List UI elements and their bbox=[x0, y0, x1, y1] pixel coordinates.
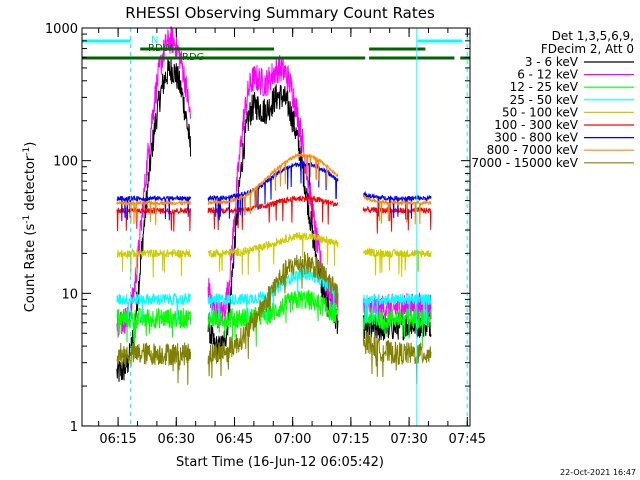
legend-label: 6 - 12 keV bbox=[517, 68, 579, 82]
series-line-0-segment-1 bbox=[207, 84, 339, 363]
legend-header-line2: FDecim 2, Att 0 bbox=[541, 42, 634, 56]
chart-title: RHESSI Observing Summary Count Rates bbox=[125, 4, 435, 22]
axes: 1 10 100 1000 06:15 06:30 06:45 07:00 07:15 07:30… bbox=[45, 22, 486, 447]
x-tick-label: 06:45 bbox=[216, 432, 253, 447]
series-line-3-segment-0 bbox=[116, 292, 192, 323]
generation-timestamp: 22-Oct-2021 16:47 bbox=[560, 468, 636, 477]
series-line-6-segment-2 bbox=[362, 190, 432, 221]
y-axis-label: Count Rate (s-1 detector-1) bbox=[22, 142, 38, 313]
x-tick-label: 06:30 bbox=[158, 432, 195, 447]
series-line-1-segment-1 bbox=[207, 54, 339, 329]
y-tick-label: 10 bbox=[61, 287, 78, 302]
series-line-3-segment-2 bbox=[362, 293, 432, 326]
legend-label: 3 - 6 keV bbox=[525, 55, 579, 69]
series-line-4-segment-2 bbox=[362, 246, 432, 278]
series-line-7-segment-1 bbox=[207, 152, 339, 216]
series-line-5-segment-0 bbox=[116, 206, 192, 232]
legend-label: 300 - 800 keV bbox=[494, 131, 578, 145]
night-label: N bbox=[151, 35, 158, 46]
x-tick-label: 07:45 bbox=[449, 432, 486, 447]
legend-label: 12 - 25 keV bbox=[510, 80, 579, 94]
legend-header-line1: Det 1,3,5,6,9, bbox=[552, 29, 634, 43]
rdw-label: RDW bbox=[148, 43, 173, 54]
series-line-8-segment-0 bbox=[116, 342, 192, 385]
y-tick-label: 1000 bbox=[45, 22, 78, 37]
x-tick-label: 06:15 bbox=[99, 432, 136, 447]
legend-label: 50 - 100 keV bbox=[502, 105, 579, 119]
series-line-1-segment-2 bbox=[362, 292, 432, 324]
legend-label: 25 - 50 keV bbox=[510, 93, 579, 107]
series-line-2-segment-0 bbox=[116, 307, 192, 347]
series-line-6-segment-0 bbox=[116, 194, 192, 222]
rdg-label: RDG bbox=[182, 52, 204, 63]
series-curves bbox=[116, 25, 432, 385]
x-tick-label: 07:30 bbox=[390, 432, 427, 447]
series-line-8-segment-2 bbox=[362, 328, 432, 385]
series-line-7-segment-2 bbox=[362, 194, 432, 225]
y-tick-label: 100 bbox=[53, 155, 78, 170]
series-line-7-segment-0 bbox=[116, 199, 192, 225]
plot-frame bbox=[81, 27, 471, 427]
series-line-2-segment-2 bbox=[362, 307, 432, 348]
series-line-2-segment-1 bbox=[207, 290, 339, 348]
series-line-8-segment-1 bbox=[207, 251, 339, 379]
legend-label: 7000 - 15000 keV bbox=[471, 156, 578, 170]
flag-bars bbox=[82, 28, 470, 426]
series-line-5-segment-2 bbox=[362, 205, 432, 234]
series-line-4-segment-1 bbox=[207, 231, 339, 276]
x-axis-label: Start Time (16-Jun-12 06:05:42) bbox=[176, 455, 384, 470]
x-tick-label: 07:00 bbox=[274, 432, 311, 447]
y-tick-label: 1 bbox=[70, 420, 78, 435]
legend-label: 800 - 7000 keV bbox=[487, 143, 579, 157]
series-line-0-segment-0 bbox=[116, 58, 192, 382]
legend-label: 100 - 300 keV bbox=[494, 118, 578, 132]
x-tick-label: 07:15 bbox=[332, 432, 369, 447]
series-line-4-segment-0 bbox=[116, 247, 192, 278]
